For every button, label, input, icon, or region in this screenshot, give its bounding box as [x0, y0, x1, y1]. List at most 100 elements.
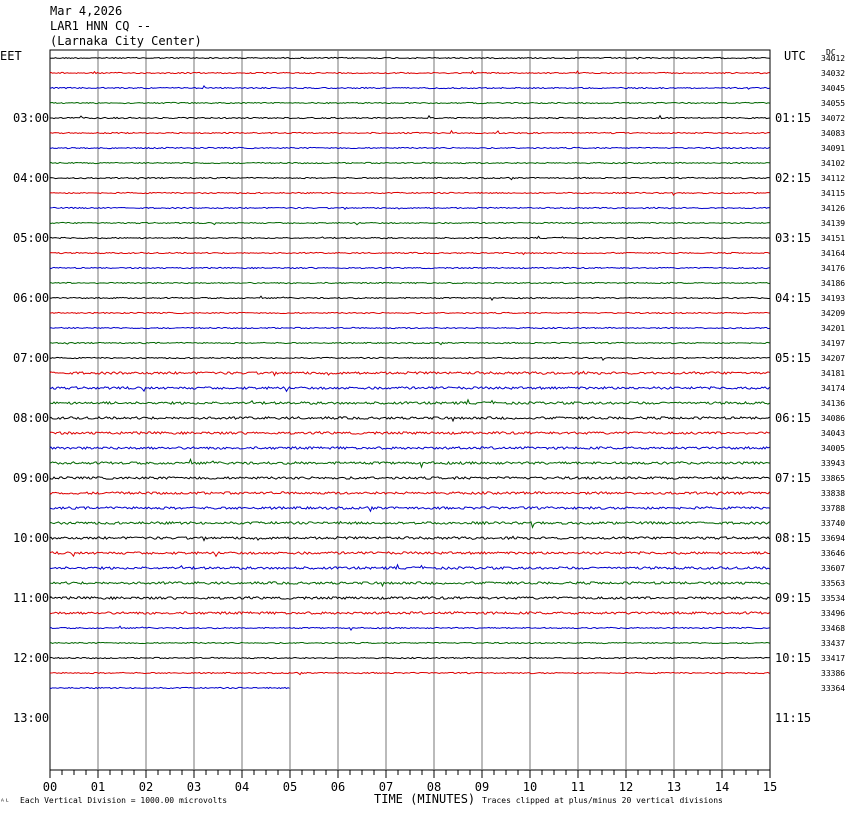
right-hour-label: 03:15 — [775, 231, 811, 245]
trace-dc-value: 34043 — [821, 429, 845, 438]
trace-line — [49, 535, 770, 542]
trace-dc-value: 33838 — [821, 489, 845, 498]
trace-line — [49, 370, 770, 377]
trace-dc-value: 34164 — [821, 249, 845, 258]
trace-line — [49, 386, 770, 393]
trace-line — [50, 114, 770, 120]
right-timezone-label: UTC — [784, 49, 806, 63]
x-tick-label: 11 — [571, 780, 585, 794]
x-tick-label: 09 — [475, 780, 489, 794]
trace-line — [49, 56, 770, 60]
trace-line — [49, 70, 770, 75]
trace-dc-value: 34139 — [821, 219, 845, 228]
right-hour-label: 02:15 — [775, 171, 811, 185]
x-axis-title: TIME (MINUTES) — [374, 792, 476, 806]
left-hour-label: 09:00 — [13, 471, 49, 485]
trace-line — [49, 341, 770, 346]
trace-line — [49, 641, 770, 645]
trace-line — [49, 611, 770, 616]
trace-line — [49, 595, 770, 601]
trace-line — [49, 266, 770, 270]
x-tick-label: 07 — [379, 780, 393, 794]
left-hour-label: 13:00 — [13, 711, 49, 725]
right-hour-label: 04:15 — [775, 291, 811, 305]
left-hour-label: 12:00 — [13, 651, 49, 665]
trace-dc-value: 34091 — [821, 144, 845, 153]
trace-dc-value: 33417 — [821, 654, 845, 663]
trace-dc-value: 34083 — [821, 129, 845, 138]
vertical-division-note: Each Vertical Division = 1000.00 microvo… — [20, 796, 228, 805]
trace-line — [49, 416, 770, 423]
trace-dc-value: 34005 — [821, 444, 845, 453]
plot-frame — [49, 49, 771, 771]
x-tick-label: 04 — [235, 780, 249, 794]
dc-label: DC — [826, 48, 836, 57]
trace-line — [49, 671, 770, 676]
right-hour-label: 08:15 — [775, 531, 811, 545]
x-tick-label: 05 — [283, 780, 297, 794]
trace-dc-value: 34174 — [821, 384, 845, 393]
x-tick-label: 08 — [427, 780, 441, 794]
left-hour-label: 10:00 — [13, 531, 49, 545]
trace-line — [49, 686, 290, 690]
trace-dc-value: 34126 — [821, 204, 845, 213]
trace-line — [49, 625, 770, 631]
trace-line — [49, 221, 770, 226]
trace-dc-value: 34136 — [821, 399, 845, 408]
trace-dc-value: 34012 — [821, 54, 845, 63]
trace-line — [49, 176, 770, 181]
trace-line — [49, 398, 770, 406]
right-hour-label: 10:15 — [775, 651, 811, 665]
trace-line — [49, 129, 770, 135]
trace-dc-value: 33943 — [821, 459, 845, 468]
trace-line — [49, 476, 770, 481]
trace-dc-value: 34193 — [821, 294, 845, 303]
header-date: Mar 4,2026 — [50, 4, 123, 18]
x-tick-label: 12 — [619, 780, 633, 794]
header-location: (Larnaka City Center) — [50, 34, 202, 48]
right-hour-label: 09:15 — [775, 591, 811, 605]
trace-line — [49, 295, 770, 301]
trace-line — [49, 581, 770, 588]
trace-dc-value: 34181 — [821, 369, 845, 378]
x-tick-label: 00 — [43, 780, 57, 794]
trace-line — [49, 457, 770, 469]
trace-line — [49, 356, 770, 362]
trace-dc-value: 34086 — [821, 414, 845, 423]
x-tick-label: 06 — [331, 780, 345, 794]
trace-line — [49, 85, 770, 90]
trace-dc-value: 33534 — [821, 594, 845, 603]
trace-dc-value: 34207 — [821, 354, 845, 363]
trace-line — [49, 281, 770, 285]
trace-dc-value: 33740 — [821, 519, 845, 528]
trace-line — [49, 520, 770, 529]
left-corner-mark: ᴬᴸ — [0, 797, 10, 806]
trace-dc-value: 33694 — [821, 534, 845, 543]
trace-dc-value: 33437 — [821, 639, 845, 648]
trace-line — [49, 326, 770, 330]
trace-dc-value: 34045 — [821, 84, 845, 93]
trace-line — [49, 490, 770, 496]
trace-dc-value: 34055 — [821, 99, 845, 108]
left-hour-label: 07:00 — [13, 351, 49, 365]
right-hour-label: 06:15 — [775, 411, 811, 425]
trace-line — [49, 146, 770, 150]
trace-dc-value: 34209 — [821, 309, 845, 318]
x-tick-label: 03 — [187, 780, 201, 794]
right-hour-label: 11:15 — [775, 711, 811, 725]
left-hour-label: 05:00 — [13, 231, 49, 245]
x-tick-label: 14 — [715, 780, 729, 794]
trace-dc-value: 33496 — [821, 609, 845, 618]
trace-dc-value: 34151 — [821, 234, 845, 243]
trace-line — [49, 101, 770, 105]
left-timezone-label: EET — [0, 49, 22, 63]
x-tick-label: 15 — [763, 780, 777, 794]
right-hour-label: 07:15 — [775, 471, 811, 485]
trace-dc-value: 33865 — [821, 474, 845, 483]
x-tick-label: 02 — [139, 780, 153, 794]
x-tick-label: 10 — [523, 780, 537, 794]
trace-line — [49, 251, 770, 256]
trace-line — [49, 191, 770, 197]
right-hour-label: 05:15 — [775, 351, 811, 365]
